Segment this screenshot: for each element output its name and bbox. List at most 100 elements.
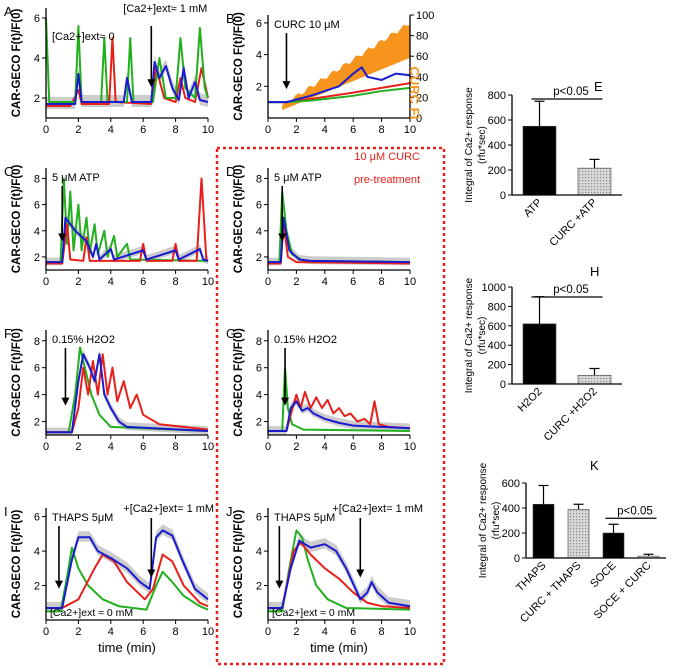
error-envelope bbox=[268, 396, 410, 435]
series-line-blue bbox=[46, 61, 209, 105]
panel-label: H bbox=[590, 264, 599, 279]
stimulus-arrow-head bbox=[282, 81, 291, 90]
panel-label: C bbox=[4, 164, 13, 179]
x-tick-label: 2 bbox=[75, 124, 81, 136]
category-label: ATP bbox=[522, 197, 545, 220]
series-line-blue bbox=[46, 216, 209, 264]
series-line-blue bbox=[268, 400, 411, 432]
x-tick-label: 4 bbox=[322, 124, 328, 136]
right-y-tick-label: 40 bbox=[416, 72, 428, 84]
y-tick-label: 2 bbox=[256, 417, 262, 429]
x-tick-label: 10 bbox=[404, 124, 416, 136]
y-tick-label: 1000 bbox=[482, 282, 506, 294]
x-tick-label: 10 bbox=[202, 626, 214, 638]
x-tick-label: 10 bbox=[202, 441, 214, 453]
stimulus-annotation: 0.15% H2O2 bbox=[274, 334, 337, 346]
y-tick-label: 0 bbox=[514, 553, 520, 565]
x-tick-label: 6 bbox=[140, 441, 146, 453]
y-tick-label: 200 bbox=[488, 360, 506, 372]
y-tick-label: 0 bbox=[500, 379, 506, 391]
panel-label: I bbox=[4, 504, 8, 519]
y-axis-label: CAR-GECO F(t)/F(0) bbox=[233, 165, 245, 274]
x-tick-label: 0 bbox=[265, 276, 271, 288]
y-axis-label: CAR-GECO F(t)/F(0) bbox=[11, 510, 23, 619]
x-tick-label: 6 bbox=[350, 626, 356, 638]
stimulus-annotation: 0.15% H2O2 bbox=[52, 334, 115, 346]
x-tick-label: 8 bbox=[379, 441, 385, 453]
y-tick-label: 600 bbox=[488, 115, 506, 127]
y-axis-label-line: (rfu*sec) bbox=[477, 317, 488, 355]
calcium-readd-arrow-head bbox=[356, 569, 365, 578]
x-tick-label: 6 bbox=[140, 626, 146, 638]
y-tick-label: 0 bbox=[500, 190, 506, 202]
y-tick-label: 2 bbox=[34, 252, 40, 264]
y-tick-label: 800 bbox=[488, 90, 506, 102]
annotation-right: [Ca2+]ext≈ 1 mM bbox=[123, 3, 207, 15]
y-tick-label: 6 bbox=[256, 363, 262, 375]
category-label: H2O2 bbox=[516, 386, 545, 415]
y-tick-label: 4 bbox=[34, 53, 40, 65]
y-tick-label: 4 bbox=[34, 226, 40, 238]
y-axis-label: CAR-GECO F(t)/F(0) bbox=[233, 328, 245, 437]
y-tick-label: 6 bbox=[34, 363, 40, 375]
y-tick-label: 200 bbox=[488, 165, 506, 177]
y-axis-label-line: Integral of Ca2+ response bbox=[464, 87, 475, 203]
x-tick-label: 0 bbox=[43, 441, 49, 453]
x-tick-label: 2 bbox=[293, 124, 299, 136]
x-tick-label: 8 bbox=[173, 124, 179, 136]
x-tick-label: 6 bbox=[350, 276, 356, 288]
y-tick-label: 2 bbox=[34, 581, 40, 593]
y-tick-label: 4 bbox=[34, 390, 40, 402]
y-axis-label: CAR-GECO F(t)/F(0) bbox=[233, 510, 245, 619]
y-axis-label-line: (rfu*sec) bbox=[477, 126, 488, 164]
x-tick-label: 4 bbox=[108, 441, 114, 453]
series-line-green bbox=[46, 177, 209, 264]
x-tick-label: 0 bbox=[43, 276, 49, 288]
y-tick-label: 2 bbox=[256, 252, 262, 264]
annotation-right: +[Ca2+]ext= 1 mM bbox=[332, 503, 423, 515]
y-tick-label: 8 bbox=[34, 336, 40, 348]
panel-label: D bbox=[226, 164, 235, 179]
y-axis-label: CAR-GECO F(t)/F(0) bbox=[11, 328, 23, 437]
significance-label: p<0.05 bbox=[617, 505, 653, 517]
panel-e: ATP CURC +ATP 0 200 400 600 800 p<0.05 Integral … bbox=[464, 79, 622, 249]
x-tick-label: 0 bbox=[43, 124, 49, 136]
right-axis-label: CURC FI bbox=[407, 67, 422, 120]
stimulus-annotation: CURC 10 μM bbox=[274, 19, 340, 31]
time-axis-label: time (min) bbox=[98, 640, 156, 655]
panel-label: K bbox=[590, 458, 599, 473]
stimulus-arrow-head bbox=[54, 580, 63, 589]
bar-0 bbox=[532, 503, 555, 559]
annotation-right: +[Ca2+]ext= 1 mM bbox=[123, 503, 214, 515]
y-tick-label: 200 bbox=[502, 528, 520, 540]
y-tick-label: 400 bbox=[488, 140, 506, 152]
stimulus-arrow-head bbox=[58, 233, 67, 242]
x-tick-label: 10 bbox=[404, 276, 416, 288]
panel-label: F bbox=[4, 326, 12, 341]
y-tick-label: 8 bbox=[256, 336, 262, 348]
y-axis-label: CAR-GECO F(t)/F(0) bbox=[11, 9, 23, 118]
x-tick-label: 4 bbox=[108, 626, 114, 638]
bar-0 bbox=[522, 323, 557, 385]
y-tick-label: 400 bbox=[488, 340, 506, 352]
series-line-red bbox=[268, 390, 411, 432]
x-tick-label: 8 bbox=[379, 626, 385, 638]
y-tick-label: 4 bbox=[34, 546, 40, 558]
stimulus-arrow-head bbox=[278, 233, 287, 242]
x-tick-label: 4 bbox=[322, 626, 328, 638]
panel-j: 0 2 4 6 8 10 2 4 6 CAR-GECO F(t)/F(0)J THAPS 5μM+[… bbox=[226, 503, 423, 655]
x-tick-label: 10 bbox=[202, 124, 214, 136]
x-tick-label: 0 bbox=[265, 124, 271, 136]
y-tick-label: 6 bbox=[256, 200, 262, 212]
y-tick-label: 6 bbox=[256, 512, 262, 524]
x-tick-label: 8 bbox=[379, 124, 385, 136]
series-line-red bbox=[268, 223, 411, 265]
x-tick-label: 10 bbox=[404, 441, 416, 453]
x-tick-label: 4 bbox=[108, 124, 114, 136]
error-envelope bbox=[46, 349, 208, 435]
x-tick-label: 4 bbox=[322, 276, 328, 288]
y-tick-label: 4 bbox=[256, 390, 262, 402]
bar-1 bbox=[577, 167, 612, 196]
